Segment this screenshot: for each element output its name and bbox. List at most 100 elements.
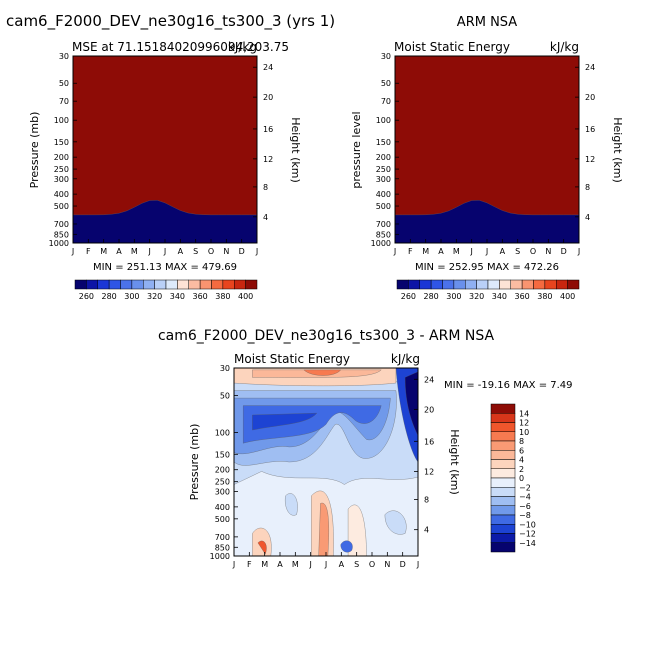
diff-ptick-label: 300	[215, 487, 230, 496]
diff-cool-right	[404, 371, 418, 436]
model-colorbar-swatch	[108, 279, 121, 290]
obs-htick-label: 12	[585, 155, 595, 164]
diff-colorbar-label: −4	[519, 493, 531, 502]
diff-month-label: O	[369, 560, 375, 569]
model-colorbar-swatch	[234, 279, 246, 290]
model-month-label: D	[239, 247, 245, 256]
diff-left-title: Moist Static Energy	[234, 352, 350, 366]
diff-colorbar-swatch	[490, 468, 516, 479]
diff-month-label: M	[292, 560, 299, 569]
diff-colorbar-swatch	[490, 533, 516, 543]
diff-colorbar-label: −8	[519, 511, 531, 520]
obs-band	[395, 56, 579, 216]
model-month-label: O	[208, 247, 214, 256]
model-ptick-label: 100	[54, 116, 69, 125]
obs-colorbar-swatch	[442, 279, 455, 290]
model-colorbar-swatch	[74, 279, 87, 290]
model-height-axis: 24 20 16 12 8 4	[253, 63, 273, 222]
diff-month-label: N	[384, 560, 390, 569]
obs-colorbar-swatch	[453, 279, 466, 290]
model-colorbar-swatch	[143, 279, 155, 290]
obs-month-label: D	[561, 247, 567, 256]
diff-ptick-label: 100	[215, 429, 230, 438]
model-left-title: MSE at 71.15184020996094,203.75	[72, 40, 289, 54]
model-colorbar-swatch	[188, 279, 201, 290]
model-colorbar-swatch	[165, 279, 178, 290]
diff-htick-label: 24	[424, 375, 434, 384]
diff-colorbar-swatch	[490, 524, 516, 534]
obs-ptick-label: 150	[376, 138, 391, 147]
diff-colorbar-swatch	[490, 542, 516, 553]
model-colorbar-swatch	[245, 279, 258, 290]
model-ptick-label: 850	[54, 230, 69, 239]
diff-colorbar-swatch	[490, 487, 516, 497]
obs-month-label: A	[438, 247, 444, 256]
obs-colorbar-swatch	[533, 279, 546, 290]
obs-contour-field	[395, 56, 579, 243]
diff-ptick-label: 50	[220, 391, 230, 400]
obs-colorbar-label: 400	[560, 292, 575, 301]
model-colorbar-swatch	[86, 279, 98, 290]
obs-colorbar: 260 280 300 320 340 360 380 400	[396, 279, 580, 301]
diff-cool-lower	[384, 510, 407, 535]
diff-warm-lower	[318, 503, 329, 556]
obs-colorbar-label: 360	[514, 292, 529, 301]
model-ptick-label: 150	[54, 138, 69, 147]
model-colorbar-swatch	[199, 279, 212, 290]
obs-ptick-label: 200	[376, 153, 391, 162]
model-colorbar-swatch	[222, 279, 235, 290]
diff-cool-lower	[285, 493, 298, 516]
model-colorbar-label: 280	[101, 292, 116, 301]
diff-colorbar-label: 4	[519, 456, 524, 465]
obs-colorbar-swatch	[556, 279, 568, 290]
obs-center-title: ARM NSA	[457, 15, 517, 30]
obs-month-label: J	[469, 247, 472, 256]
obs-height-axis: 24 20 16 12 8 4	[575, 63, 595, 222]
obs-htick-label: 20	[585, 93, 595, 102]
obs-colorbar-label: 320	[469, 292, 484, 301]
diff-month-label: A	[339, 560, 345, 569]
obs-colorbar-label: 300	[446, 292, 461, 301]
obs-ylabel: pressure level	[350, 111, 363, 188]
obs-month-label: N	[545, 247, 551, 256]
model-ylabel2: Height (km)	[289, 117, 302, 183]
model-month-label: N	[223, 247, 229, 256]
obs-colorbar-swatch	[465, 279, 477, 290]
model-ylabel: Pressure (mb)	[28, 112, 41, 189]
model-colorbar-label: 340	[170, 292, 185, 301]
obs-month-label: M	[422, 247, 429, 256]
model-ptick-label: 300	[54, 175, 69, 184]
model-units: kJ/kg	[228, 40, 257, 54]
model-ptick-label: 700	[54, 220, 69, 229]
obs-colorbar-swatch	[499, 279, 511, 290]
model-colorbar-swatch	[131, 279, 144, 290]
model-htick-label: 12	[263, 155, 273, 164]
diff-colorbar-swatch	[490, 413, 516, 423]
model-htick-label: 4	[263, 213, 268, 222]
model-ptick-label: 400	[54, 190, 69, 199]
model-month-label: F	[86, 247, 91, 256]
model-colorbar-label: 400	[238, 292, 253, 301]
diff-super-title: cam6_F2000_DEV_ne30g16_ts300_3 - ARM NSA	[158, 328, 495, 344]
obs-ptick-label: 30	[381, 52, 391, 61]
diff-warm-lower	[257, 540, 267, 555]
obs-ptick-label: 250	[376, 165, 391, 174]
diff-month-label: M	[261, 560, 268, 569]
model-colorbar-swatch	[120, 279, 133, 290]
panel-diff: cam6_F2000_DEV_ne30g16_ts300_3 - ARM NSA…	[158, 328, 573, 569]
obs-colorbar-swatch	[487, 279, 500, 290]
obs-units: kJ/kg	[550, 40, 579, 54]
diff-colorbar-label: −2	[519, 483, 531, 492]
obs-colorbar-swatch	[567, 279, 580, 290]
obs-ptick-label: 70	[381, 97, 391, 106]
obs-htick-label: 4	[585, 213, 590, 222]
diff-ptick-label: 30	[220, 364, 230, 373]
model-month-label: M	[100, 247, 107, 256]
diff-htick-label: 16	[424, 437, 434, 446]
obs-ptick-label: 100	[376, 116, 391, 125]
diff-colorbar-swatch	[490, 459, 516, 469]
model-colorbar-swatch	[97, 279, 110, 290]
